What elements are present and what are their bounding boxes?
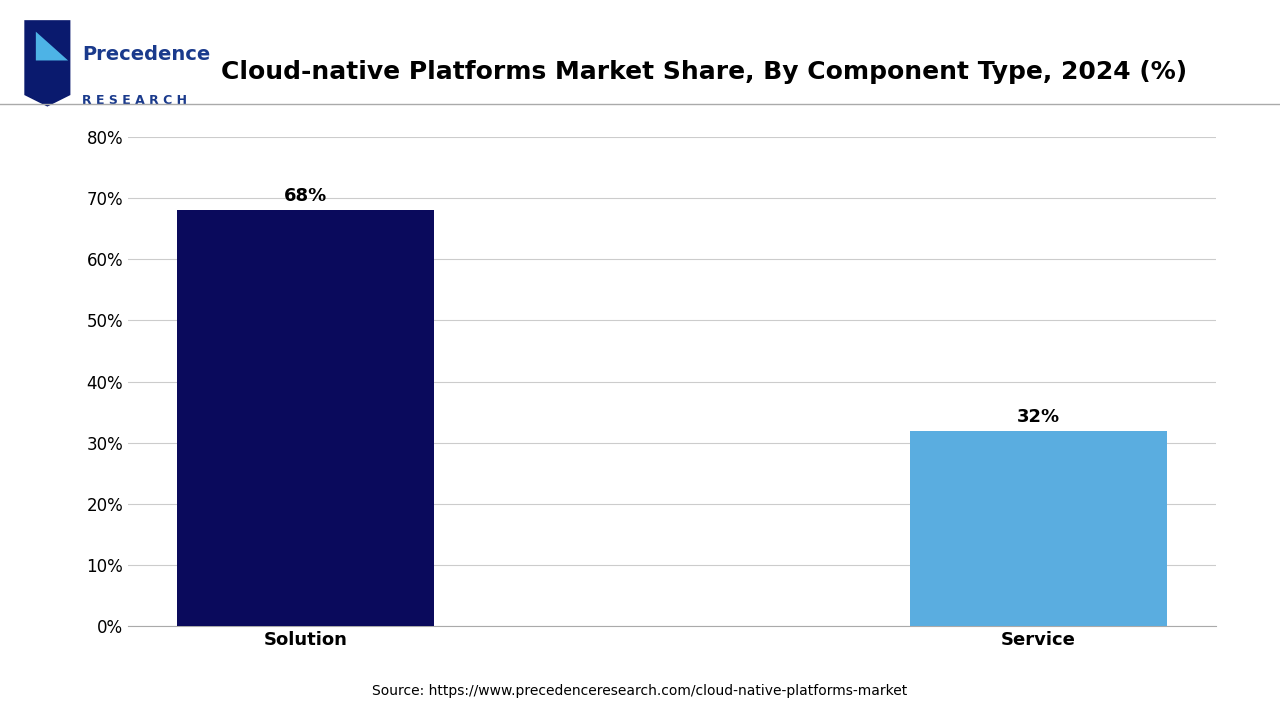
Bar xyxy=(910,431,1166,626)
Text: Precedence: Precedence xyxy=(82,45,210,64)
Bar xyxy=(178,210,434,626)
Polygon shape xyxy=(36,32,68,60)
Polygon shape xyxy=(24,20,70,107)
Text: Source: https://www.precedenceresearch.com/cloud-native-platforms-market: Source: https://www.precedenceresearch.c… xyxy=(372,684,908,698)
Text: 32%: 32% xyxy=(1016,408,1060,426)
Text: 68%: 68% xyxy=(284,187,328,205)
Text: R E S E A R C H: R E S E A R C H xyxy=(82,94,187,107)
Text: Cloud-native Platforms Market Share, By Component Type, 2024 (%): Cloud-native Platforms Market Share, By … xyxy=(221,60,1187,84)
